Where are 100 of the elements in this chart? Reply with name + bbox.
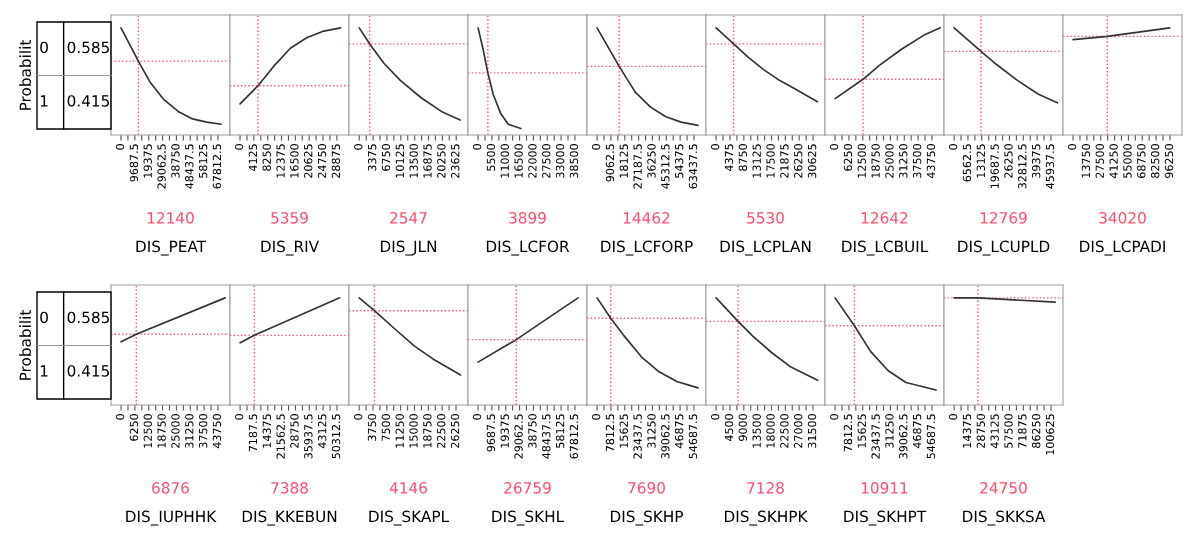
x-tick-label: 6250 [129,414,139,441]
x-tick-label: 38500 [569,144,579,178]
ref-line-label: 12642 [861,212,908,224]
text: 0 [40,41,48,54]
x-tick-label: 63437.5 [688,144,698,189]
x-tick-label: 21875 [780,144,789,178]
x-axis-title: DIS_LCPLAN [720,240,811,256]
ref-line-label: 12769 [980,212,1027,224]
x-tick-label: 8750 [738,144,748,171]
text: 1 [40,365,48,377]
x-tick-label: 0 [591,144,601,150]
x-tick-label: 41250 [1109,144,1118,179]
x-tick-label: 0 [710,144,720,150]
x-tick-label: 32812.5 [1018,144,1027,189]
x-tick-label: 23437.5 [871,414,880,459]
x-tick-label: 8250 [262,144,271,171]
x-tick-label: 14375 [262,414,272,448]
x-axis-title: DIS_LCFOR [486,240,570,256]
x-tick-label: 7812.5 [605,414,615,452]
x-tick-label: 57500 [1004,414,1013,448]
ref-line-label: 3899 [509,212,546,224]
text: 0.415 [67,95,109,107]
x-tick-label: 0 [829,414,839,420]
x-tick-label: 13125 [976,144,986,178]
x-tick-label: 13500 [752,414,761,448]
x-tick-label: 26250 [794,144,803,178]
x-axis-title: DIS_SKHPK [724,510,808,526]
x-tick-label: 39062.5 [899,414,908,459]
x-tick-label: 28750 [976,414,986,448]
x-tick-label: 13125 [752,144,761,178]
x-axis-title: DIS_LCBUIL [842,240,929,256]
text: Probabilit [19,40,32,110]
x-tick-label: 22500 [780,414,789,448]
x-tick-label: 67812.5 [569,414,579,459]
x-tick-label: 31250 [647,414,656,448]
x-tick-label: 18125 [619,144,628,178]
x-tick-label: 11250 [395,414,404,448]
x-tick-label: 12375 [276,144,285,178]
x-tick-label: 19687.5 [990,144,999,189]
text: 0.585 [67,311,109,324]
x-tick-label: 16500 [290,144,299,178]
x-axis-title: DIS_SKKSA [963,510,1046,526]
x-tick-label: 58125 [198,144,208,178]
x-tick-label: 37500 [198,414,208,448]
x-tick-label: 12500 [857,144,866,178]
x-tick-label: 19375 [500,414,509,448]
x-tick-label: 46875 [912,414,922,449]
x-tick-label: 100625 [1045,414,1055,455]
x-tick-label: 23625 [451,144,460,178]
x-tick-label: 0 [472,414,482,420]
x-tick-label: 28875 [331,144,341,178]
x-tick-label: 27500 [542,144,551,178]
x-tick-label: 46875 [674,414,684,449]
x-tick-label: 9062.5 [605,144,615,182]
x-tick-label: 20250 [437,144,446,178]
x-tick-label: 23437.5 [633,414,642,459]
x-axis-title: DIS_IUPHHK [126,510,217,526]
ref-line-label: 5359 [271,212,308,224]
text: 0.415 [67,365,109,377]
x-tick-label: 7187.5 [248,414,258,452]
x-tick-label: 18750 [423,414,432,448]
x-tick-label: 5500 [486,144,496,171]
x-tick-label: 3375 [367,144,377,171]
x-tick-label: 0 [710,414,720,420]
x-tick-label: 43125 [317,414,327,449]
x-axis-title: DIS_PEAT [136,240,207,256]
x-tick-label: 0 [829,144,839,150]
x-tick-label: 24750 [317,144,327,178]
x-tick-label: 29062.5 [514,414,523,459]
x-tick-label: 71875 [1018,414,1027,448]
x-tick-label: 0 [591,414,601,420]
x-tick-label: 0 [234,144,244,150]
x-tick-label: 9687.5 [129,144,139,182]
x-tick-label: 16875 [423,144,432,178]
x-axis-title: DIS_JLN [380,240,437,256]
text: 0 [40,311,48,324]
x-axis-title: DIS_LCFORP [601,240,693,256]
x-tick-label: 29062.5 [157,144,166,189]
x-tick-label: 12500 [143,414,152,448]
x-tick-label: 7812.5 [843,414,853,452]
x-axis-title: DIS_SKHP [610,510,683,526]
x-tick-label: 31250 [885,414,894,448]
x-tick-label: 27187.5 [633,144,642,189]
ref-line-label: 5530 [747,212,784,224]
x-tick-label: 18750 [871,144,880,178]
x-tick-label: 54375 [674,144,684,178]
x-tick-label: 55000 [1123,144,1132,178]
x-tick-label: 16500 [514,144,523,178]
ref-line-label: 34020 [1099,212,1146,224]
x-axis-title: DIS_SKHPT [844,510,927,526]
x-tick-label: 37500 [912,144,922,178]
x-tick-label: 25000 [885,144,894,178]
x-tick-label: 0 [354,144,363,150]
x-tick-label: 39375 [1031,144,1041,178]
x-tick-label: 48437.5 [185,144,194,189]
x-tick-label: 0 [1067,144,1077,150]
x-axis-title: DIS_LCUPLD [958,240,1050,256]
x-tick-label: 54687.5 [926,414,936,459]
x-axis-title: DIS_LCPADI [1080,240,1165,256]
x-tick-label: 0 [234,414,244,420]
